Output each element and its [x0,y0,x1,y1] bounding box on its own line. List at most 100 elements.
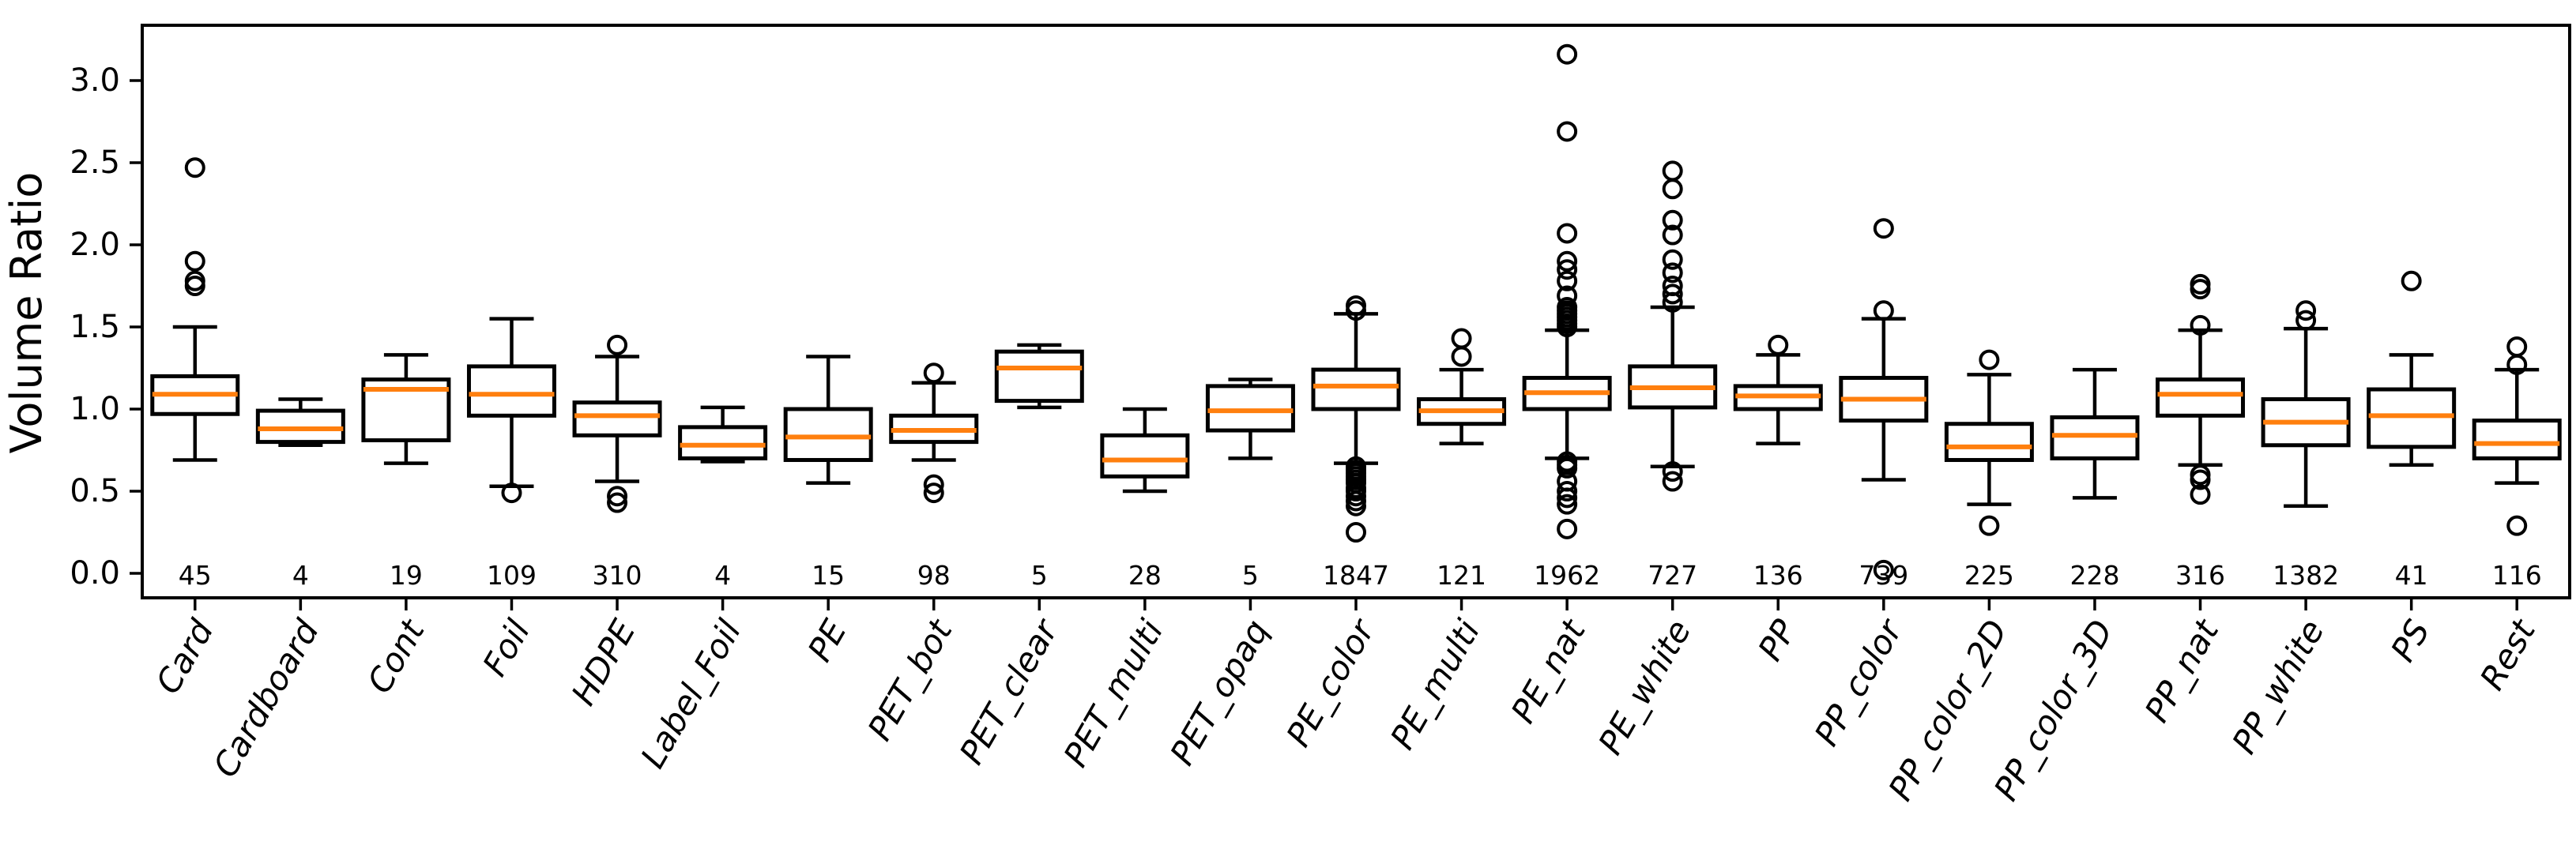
outlier-point [607,486,628,507]
x-tick-label: PP_color [1807,611,1911,752]
outlier-point [1557,259,1578,280]
outlier-point [1662,160,1683,182]
outlier-point [607,334,628,355]
outlier-point [1873,300,1894,321]
outlier-point [2190,314,2211,336]
box [2156,377,2246,418]
x-tick-label: PET_clear [952,611,1067,771]
box [2472,419,2562,460]
box [678,425,768,460]
x-tick-label: Rest [2472,612,2544,697]
outlier-point [1662,209,1683,231]
x-tick-label: PE_color [1279,611,1383,753]
y-tick-label: 3.0 [70,62,120,99]
x-tick-label: PE_nat [1504,612,1594,730]
outlier-point [1557,487,1578,509]
count-label: 116 [2492,560,2542,591]
outlier-point [1557,518,1578,539]
y-tick-label: 1.0 [70,391,120,427]
outlier-point [2401,270,2422,291]
box [994,349,1084,404]
outlier-point [1557,481,1578,501]
outlier-point [1662,224,1683,246]
count-label: 45 [179,560,212,591]
x-tick-label: PET_opaq [1162,614,1276,772]
outlier-point [2295,310,2317,331]
outlier-point [1557,494,1578,515]
outlier-point [184,250,205,272]
count-label: 28 [1128,560,1162,591]
x-tick-label: PET_bot [860,612,960,747]
count-label: 739 [1859,560,1908,591]
y-axis-label: Volume Ratio [2,171,51,454]
count-label: 316 [2175,560,2225,591]
outlier-point [1979,349,2000,370]
outlier-point [2190,469,2211,490]
outlier-point [1662,291,1683,313]
outlier-point [2190,484,2211,505]
count-label: 1847 [1323,560,1389,591]
outlier-point [1557,250,1578,272]
outlier-point [1662,461,1683,483]
count-label: 228 [2069,560,2119,591]
box [255,408,345,445]
count-label: 5 [1031,560,1048,591]
outlier-point [501,483,522,504]
count-label: 41 [2395,560,2428,591]
outlier-point [184,157,205,178]
x-tick-label: HDPE [563,613,643,712]
count-label: 5 [1242,560,1259,591]
outlier-point [1346,522,1366,543]
outlier-point [1451,328,1472,349]
x-tick-label: Card [149,613,221,700]
outlier-point [1557,270,1578,291]
count-label: 98 [917,560,951,591]
count-label: 1962 [1534,560,1600,591]
x-tick-label: Label_Foil [633,613,748,774]
y-tick-label: 2.0 [70,227,120,263]
count-label: 310 [593,560,642,591]
y-tick-label: 0.5 [70,473,120,509]
outlier-point [1557,457,1578,479]
x-tick-label: Cont [360,612,432,700]
outlier-point [2506,354,2528,375]
outlier-point [923,362,944,384]
outlier-point [1873,218,1894,239]
x-tick-label: Cardboard [205,613,326,783]
outlier-point [1662,249,1683,270]
box [1205,384,1295,433]
x-tick-label: PE_white [1591,614,1698,761]
outlier-point [1346,300,1366,321]
x-tick-label: PP [1750,613,1804,667]
outlier-point [1557,121,1578,142]
outlier-point [2506,515,2528,536]
x-tick-label: Foil [475,613,537,682]
x-tick-label: PP_nat [2137,612,2227,728]
outlier-point [2295,300,2317,321]
outlier-point [2190,279,2211,300]
plot-frame [141,24,2571,599]
outlier-point [1662,178,1683,200]
count-label: 121 [1437,560,1486,591]
outlier-point [1873,559,1894,580]
outlier-point [923,474,944,495]
outlier-point [1557,223,1578,244]
outlier-point [1346,495,1366,516]
outlier-point [1451,346,1472,367]
outlier-point [923,483,944,504]
outlier-point [1768,334,1789,355]
x-tick-label: PET_multi [1056,613,1171,773]
box [1100,433,1190,479]
box [572,400,662,438]
count-label: 4 [292,560,309,591]
count-label: 15 [812,560,845,591]
count-label: 4 [714,560,731,591]
count-label: 727 [1648,560,1697,591]
box [1311,367,1401,411]
count-label: 19 [390,560,423,591]
box [2367,387,2457,449]
outlier-point [1979,515,2000,536]
outlier-point [607,492,628,513]
